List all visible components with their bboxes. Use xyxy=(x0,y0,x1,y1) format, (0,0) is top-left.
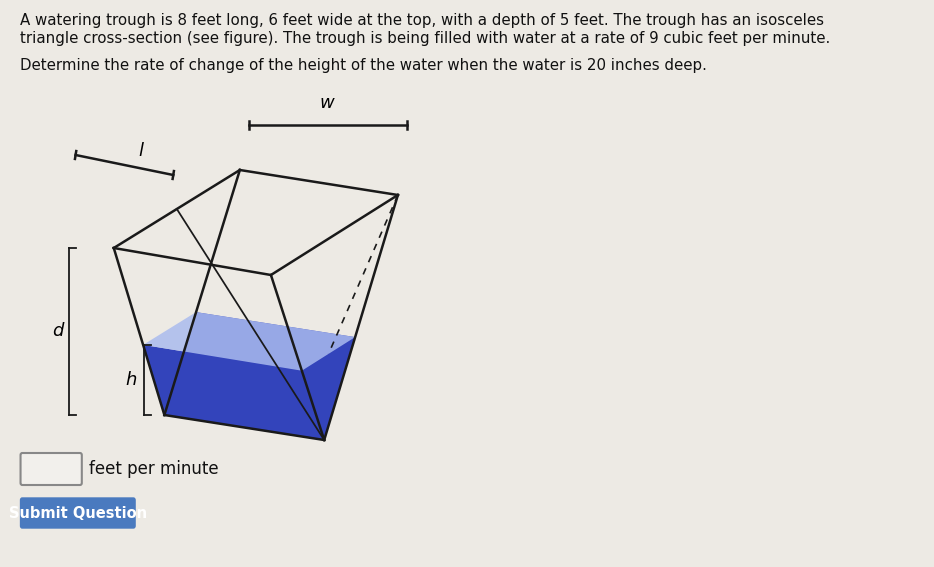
Text: l: l xyxy=(138,142,143,160)
FancyBboxPatch shape xyxy=(21,498,135,528)
Polygon shape xyxy=(143,312,355,371)
Polygon shape xyxy=(143,345,324,440)
Text: triangle cross-section (see figure). The trough is being filled with water at a : triangle cross-section (see figure). The… xyxy=(20,31,830,46)
Text: h: h xyxy=(126,371,137,389)
Text: Submit Question: Submit Question xyxy=(8,506,147,521)
Text: A watering trough is 8 feet long, 6 feet wide at the top, with a depth of 5 feet: A watering trough is 8 feet long, 6 feet… xyxy=(20,13,824,28)
Text: w: w xyxy=(319,94,334,112)
Text: d: d xyxy=(52,323,64,341)
Text: feet per minute: feet per minute xyxy=(89,460,219,478)
Polygon shape xyxy=(164,312,355,440)
FancyBboxPatch shape xyxy=(21,453,82,485)
Text: Determine the rate of change of the height of the water when the water is 20 inc: Determine the rate of change of the heig… xyxy=(20,58,706,73)
